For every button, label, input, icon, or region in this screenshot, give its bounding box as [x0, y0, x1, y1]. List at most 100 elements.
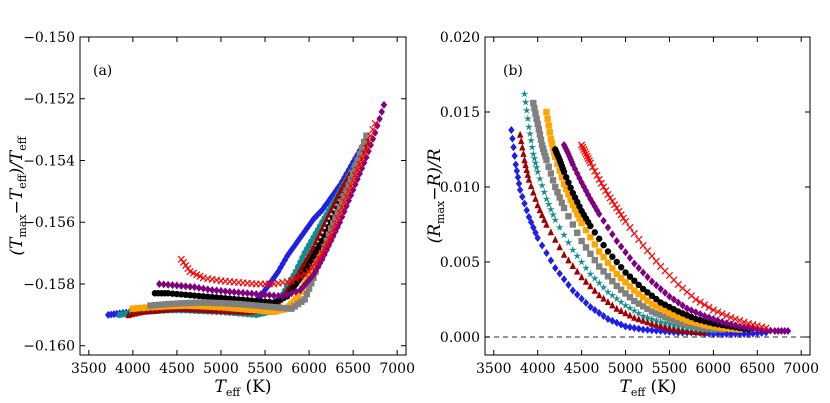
panel-b-point-darkred: [527, 182, 535, 190]
panel-b-point-black: [600, 241, 607, 249]
panel-b-point-orange: [544, 115, 551, 122]
panel-b-point-teal: [669, 321, 678, 329]
panel-a-point-purple: [266, 291, 273, 300]
panel-b-point-orange: [576, 215, 583, 222]
panel-b-point-blue: [635, 324, 642, 333]
panel-b-point-darkred: [688, 327, 695, 335]
panel-a-point-gray: [182, 299, 189, 307]
panel-b-point-red: [639, 241, 647, 250]
panel-b-point-blue: [740, 330, 748, 338]
panel-a-point-red: [347, 182, 355, 190]
panel-b-point-purple: [666, 292, 673, 301]
panel-b-point-purple: [593, 206, 601, 215]
panel-a-ylabel-mid: −T: [7, 187, 27, 214]
panel-b-point-purple: [679, 301, 686, 310]
panel-b-point-teal: [577, 257, 586, 266]
panel-b-ylabel: (Rmax−R)/R: [425, 148, 447, 243]
panel-b-point-teal: [656, 317, 665, 326]
panel-b-point-gray: [644, 305, 651, 313]
panel-a-point-orange: [213, 303, 220, 311]
panel-b-point-red: [740, 318, 748, 326]
panel-b-point-red: [635, 235, 643, 244]
panel-a-point-gray: [298, 298, 305, 305]
panel-b-point-gray: [574, 229, 581, 236]
panel-a-point-gray: [186, 299, 194, 307]
panel-a-point-red: [305, 268, 313, 276]
panel-b-point-orange: [543, 108, 550, 116]
panel-b-xlabel-sub: eff: [631, 386, 647, 399]
panel-b-point-black: [617, 264, 625, 271]
panel-a-ylabel: (Tmax−Teff)/Teff: [7, 135, 29, 255]
panel-b-point-purple: [582, 186, 590, 195]
panel-b-point-teal: [533, 167, 542, 176]
panel-b-point-orange: [683, 317, 691, 324]
panel-a-point-darkred: [213, 306, 220, 314]
panel-b-point-orange: [546, 129, 553, 136]
panel-b-point-red: [608, 197, 616, 205]
panel-b-point-blue: [604, 315, 612, 323]
panel-b-point-red: [595, 175, 603, 184]
panel-a-point-red: [292, 274, 300, 283]
panel-b-point-gray: [683, 321, 691, 329]
panel-a-point-gray: [303, 290, 311, 298]
panel-a-point-darkred: [151, 306, 159, 314]
panel-a-point-purple: [253, 290, 260, 299]
panel-a-point-gray: [275, 304, 282, 311]
panel-b-point-purple: [661, 288, 669, 297]
panel-b-point-teal: [639, 311, 648, 320]
panel-a-point-orange: [195, 302, 203, 310]
panel-b-point-black: [563, 174, 570, 181]
panel-b-point-orange: [563, 186, 570, 193]
panel-b-point-red: [630, 229, 638, 238]
panel-b-point-darkred: [679, 326, 686, 334]
panel-a-point-purple: [195, 283, 203, 292]
panel-a-point-darkred: [217, 306, 225, 314]
panel-b-point-red: [696, 298, 704, 306]
panel-b-point-orange: [622, 279, 629, 286]
panel-b-point-red: [621, 217, 630, 226]
panel-a-point-orange: [129, 305, 137, 312]
panel-b-point-orange: [644, 297, 651, 304]
panel-b-point-orange: [639, 294, 647, 301]
panel-b-point-orange: [604, 259, 612, 266]
panel-b-point-gray: [609, 277, 616, 285]
panel-b-point-darkred: [556, 243, 563, 251]
panel-b-ylabel-mid: −R)/R: [425, 148, 445, 200]
panel-b-point-purple: [727, 320, 735, 329]
panel-a-point-gray: [334, 209, 341, 216]
panel-b-point-teal: [522, 106, 531, 114]
panel-b-point-gray: [549, 177, 557, 184]
panel-b-point-darkred: [675, 325, 682, 333]
panel-a-point-orange: [273, 307, 281, 315]
panel-b-point-black: [587, 222, 594, 230]
panel-b-point-red: [744, 319, 753, 328]
panel-a-point-purple: [160, 280, 167, 289]
panel-b-point-purple: [774, 327, 782, 335]
panel-a-point-darkred: [327, 206, 335, 214]
panel-b-point-teal: [530, 154, 539, 162]
panel-b-point-purple: [648, 277, 656, 286]
panel-b-point-darkred: [591, 286, 598, 294]
panel-b-point-darkred: [536, 206, 544, 214]
panel-b-point-red: [626, 223, 634, 232]
panel-a-point-purple: [275, 291, 282, 300]
panel-a-point-red: [318, 249, 326, 257]
panel-a-point-darkred: [321, 220, 328, 227]
panel-b-point-orange: [692, 319, 700, 326]
panel-b-point-orange: [679, 315, 686, 322]
panel-a-point-gray: [244, 301, 251, 309]
panel-b-point-orange: [648, 300, 656, 308]
panel-b-point-orange: [666, 309, 673, 317]
panel-b-point-darkred: [639, 316, 647, 324]
panel-b-point-blue: [530, 223, 537, 232]
panel-b-point-blue: [644, 325, 651, 334]
panel-a-point-red: [367, 132, 375, 140]
panel-a-point-gray: [360, 138, 368, 146]
panel-b-point-darkred: [524, 170, 532, 178]
panel-a-point-gray: [336, 203, 344, 211]
panel-b-point-blue: [613, 318, 620, 327]
panel-b-point-darkred: [541, 215, 548, 223]
panel-b-series-red: [577, 141, 770, 332]
panel-b-point-teal: [582, 263, 591, 272]
panel-a-point-darkred: [204, 306, 211, 314]
